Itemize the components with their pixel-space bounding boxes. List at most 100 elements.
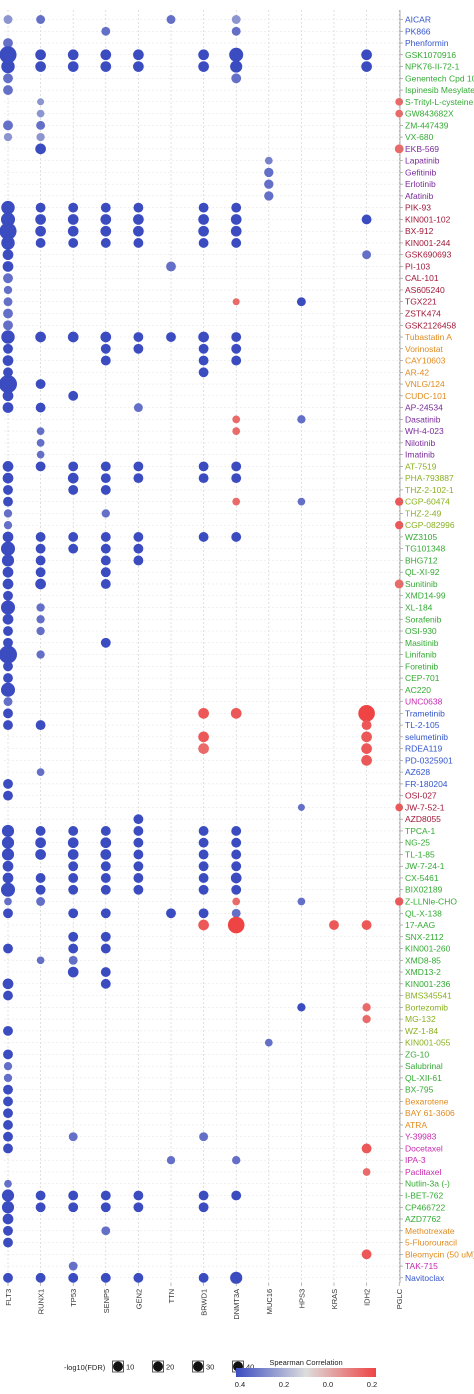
- data-point: [133, 403, 143, 413]
- drug-label: Vorinostat: [405, 344, 443, 354]
- data-point: [100, 849, 112, 860]
- data-point: [361, 1249, 372, 1260]
- data-point: [3, 1131, 13, 1142]
- data-point: [3, 908, 13, 919]
- drug-label: CUDC-101: [405, 391, 447, 401]
- data-point: [394, 579, 404, 589]
- data-point: [198, 837, 209, 848]
- drug-label: Masitinib: [405, 638, 439, 648]
- drug-label: Z-LLNle-CHO: [405, 897, 457, 907]
- data-point: [67, 214, 79, 225]
- drug-label: Salubrinal: [405, 1061, 443, 1071]
- drug-label: Dasatinib: [405, 414, 441, 424]
- drug-label: 5-Fluorouracil: [405, 1238, 457, 1248]
- gene-label: SENP5: [102, 1289, 111, 1314]
- data-point: [198, 1190, 209, 1201]
- drug-label: PK866: [405, 26, 431, 36]
- data-point: [361, 755, 372, 766]
- data-point: [68, 1132, 78, 1142]
- drug-label: OSI-027: [405, 791, 437, 801]
- drug-label: NPK76-II-72-1: [405, 62, 460, 72]
- drug-label: CGP-082996: [405, 520, 455, 530]
- data-point: [100, 202, 111, 213]
- size-legend-value: 10: [126, 1363, 134, 1372]
- data-point: [198, 202, 209, 213]
- data-point: [36, 427, 45, 435]
- data-point: [100, 1202, 111, 1213]
- data-point: [395, 803, 404, 812]
- data-point: [68, 461, 79, 472]
- data-point: [36, 132, 45, 142]
- drug-label: PHA-793887: [405, 473, 454, 483]
- drug-label: Bleomycin (50 uM): [405, 1249, 474, 1259]
- drug-label: FR-180204: [405, 779, 448, 789]
- data-point: [4, 1179, 12, 1188]
- data-point: [297, 803, 305, 811]
- data-point: [2, 390, 14, 402]
- data-point: [36, 897, 46, 906]
- data-point: [166, 261, 176, 272]
- data-point: [100, 473, 111, 484]
- drug-label: ZM-447439: [405, 120, 449, 130]
- size-legend-key: [193, 1361, 203, 1372]
- data-point: [198, 908, 209, 919]
- drug-label: CGP-60474: [405, 497, 450, 507]
- data-point: [3, 73, 13, 84]
- data-point: [264, 1038, 273, 1047]
- drug-label: Y-39983: [405, 1132, 437, 1142]
- drug-label: XMD14-99: [405, 591, 446, 601]
- data-point: [100, 943, 111, 954]
- drug-label: RDEA119: [405, 744, 442, 754]
- data-point: [231, 355, 242, 366]
- data-point: [358, 705, 375, 722]
- data-point: [264, 179, 274, 189]
- drug-label: NG-25: [405, 838, 430, 848]
- data-point: [133, 332, 144, 342]
- data-point: [231, 26, 241, 36]
- data-point: [0, 541, 16, 556]
- drug-label: ZSTK474: [405, 309, 441, 319]
- data-point: [1, 1201, 15, 1214]
- data-point: [198, 707, 209, 719]
- data-point: [198, 225, 209, 237]
- data-point: [3, 132, 13, 142]
- drug-label: THZ-2-49: [405, 508, 442, 518]
- data-point: [68, 1202, 79, 1213]
- data-point: [133, 225, 144, 237]
- data-point: [394, 144, 404, 154]
- data-point: [67, 472, 79, 484]
- data-point: [67, 849, 79, 860]
- drug-label: AR-42: [405, 367, 429, 377]
- data-point: [198, 343, 209, 354]
- data-point: [2, 472, 14, 484]
- data-point: [100, 238, 111, 248]
- data-point: [3, 778, 13, 789]
- drug-label: QL-XI-92: [405, 567, 440, 577]
- data-point: [68, 484, 79, 495]
- data-point: [35, 1272, 46, 1283]
- drug-label: BAY 61-3606: [405, 1108, 455, 1118]
- data-point: [100, 967, 111, 977]
- data-point: [100, 331, 112, 343]
- data-point: [2, 461, 14, 472]
- data-point: [198, 355, 209, 366]
- data-point: [101, 26, 111, 36]
- data-point: [68, 543, 79, 554]
- data-point: [361, 1143, 372, 1154]
- drug-label: THZ-2-102-1: [405, 485, 454, 495]
- data-point: [230, 707, 242, 719]
- gene-label: PGLC: [395, 1288, 404, 1309]
- data-point: [3, 1084, 13, 1095]
- drug-label: GSK1070916: [405, 50, 456, 60]
- data-point: [166, 908, 176, 919]
- data-point: [35, 1190, 46, 1201]
- data-point: [68, 861, 79, 872]
- data-point: [133, 532, 144, 542]
- drug-label: TAK-715: [405, 1261, 438, 1271]
- drug-label: Tubastatin A: [405, 332, 452, 342]
- data-point: [395, 521, 404, 530]
- data-point: [1, 848, 15, 861]
- data-point: [3, 496, 13, 507]
- data-point: [133, 873, 144, 883]
